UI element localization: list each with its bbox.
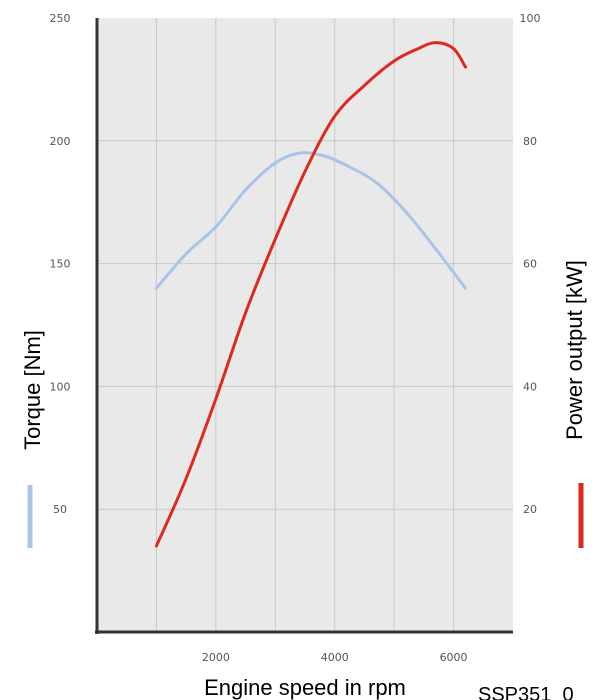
- left-tick-label: 250: [50, 12, 71, 25]
- right-axis-label: Power output [kW]: [562, 260, 587, 440]
- right-tick-label: 20: [523, 503, 537, 516]
- left-tick-label: 150: [50, 258, 71, 271]
- x-tick-label: 2000: [202, 651, 230, 664]
- right-tick-label: 80: [523, 135, 537, 148]
- x-tick-label: 4000: [321, 651, 349, 664]
- x-axis-label: Engine speed in rpm: [204, 675, 406, 700]
- power-curve: [154, 41, 467, 548]
- tick-labels: 2000 4000 6000 50 100 150 200 250 20 40 60 80 100: [50, 12, 541, 664]
- grid: [97, 18, 513, 632]
- figure-reference-code: SSP351_0: [478, 684, 574, 700]
- left-tick-label: 50: [53, 503, 67, 516]
- axes: [95, 18, 513, 634]
- left-tick-label: 100: [50, 380, 71, 393]
- left-axis-label: Torque [Nm]: [20, 330, 45, 450]
- x-tick-label: 6000: [440, 651, 468, 664]
- right-tick-label: 100: [520, 12, 541, 25]
- series-lines: [154, 41, 467, 548]
- left-tick-label: 200: [50, 135, 71, 148]
- right-tick-label: 40: [523, 380, 537, 393]
- right-tick-label: 60: [523, 258, 537, 271]
- plot-area: [97, 18, 513, 632]
- torque-curve: [154, 151, 467, 290]
